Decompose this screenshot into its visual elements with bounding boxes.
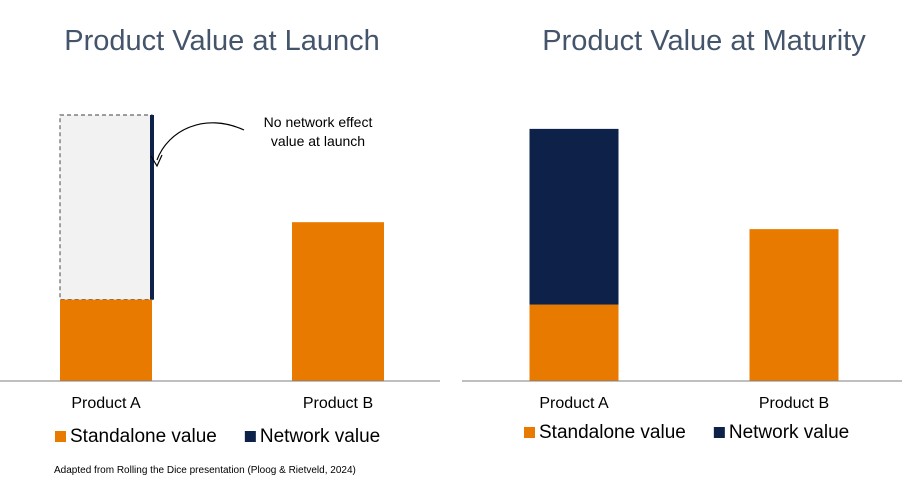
maturity-title: Product Value at Maturity — [542, 25, 866, 57]
launch-title: Product Value at Launch — [64, 25, 379, 57]
launch-annotation-line-1: value at launch — [271, 133, 365, 149]
maturity-tick-label: Product B — [759, 395, 829, 412]
chart-maturity: Product Value at Maturity Product A Produc… — [462, 0, 902, 470]
chart-maturity-svg: Product Value at Maturity Product A Produc… — [462, 25, 902, 443]
maturity-legend-label-1: Network value — [729, 422, 849, 443]
launch-legend-swatch-0 — [55, 431, 66, 442]
maturity-bar-product-a-series-0 — [529, 304, 619, 381]
maturity-tick-label: Product A — [539, 395, 609, 412]
launch-bar-product-b-series-0 — [292, 222, 384, 381]
launch-annotation-arrowhead — [150, 154, 163, 168]
launch-annotation-arrow — [156, 122, 245, 161]
maturity-legend-swatch-1 — [713, 427, 725, 438]
maturity-legend-swatch-0 — [524, 427, 535, 438]
launch-bar-product-a-series-0 — [60, 299, 152, 381]
maturity-bar-product-b-series-0 — [749, 229, 839, 381]
maturity-bar-product-a-series-1 — [529, 128, 619, 305]
source-note: Adapted from Rolling the Dice presentati… — [54, 465, 356, 476]
launch-legend-label-1: Network value — [260, 426, 380, 447]
launch-legend-swatch-1 — [244, 431, 256, 442]
launch-annotation-line-0: No network effect — [264, 114, 373, 130]
maturity-legend-label-0: Standalone value — [539, 422, 686, 443]
launch-ghost-bar — [59, 114, 153, 301]
chart-launch: Product Value at Launch Product A Product … — [0, 0, 440, 470]
launch-tick-label: Product A — [71, 395, 141, 412]
launch-legend-label-0: Standalone value — [70, 426, 217, 447]
launch-tick-label: Product B — [303, 395, 373, 412]
chart-launch-svg: Product Value at Launch Product A Product … — [0, 25, 440, 447]
